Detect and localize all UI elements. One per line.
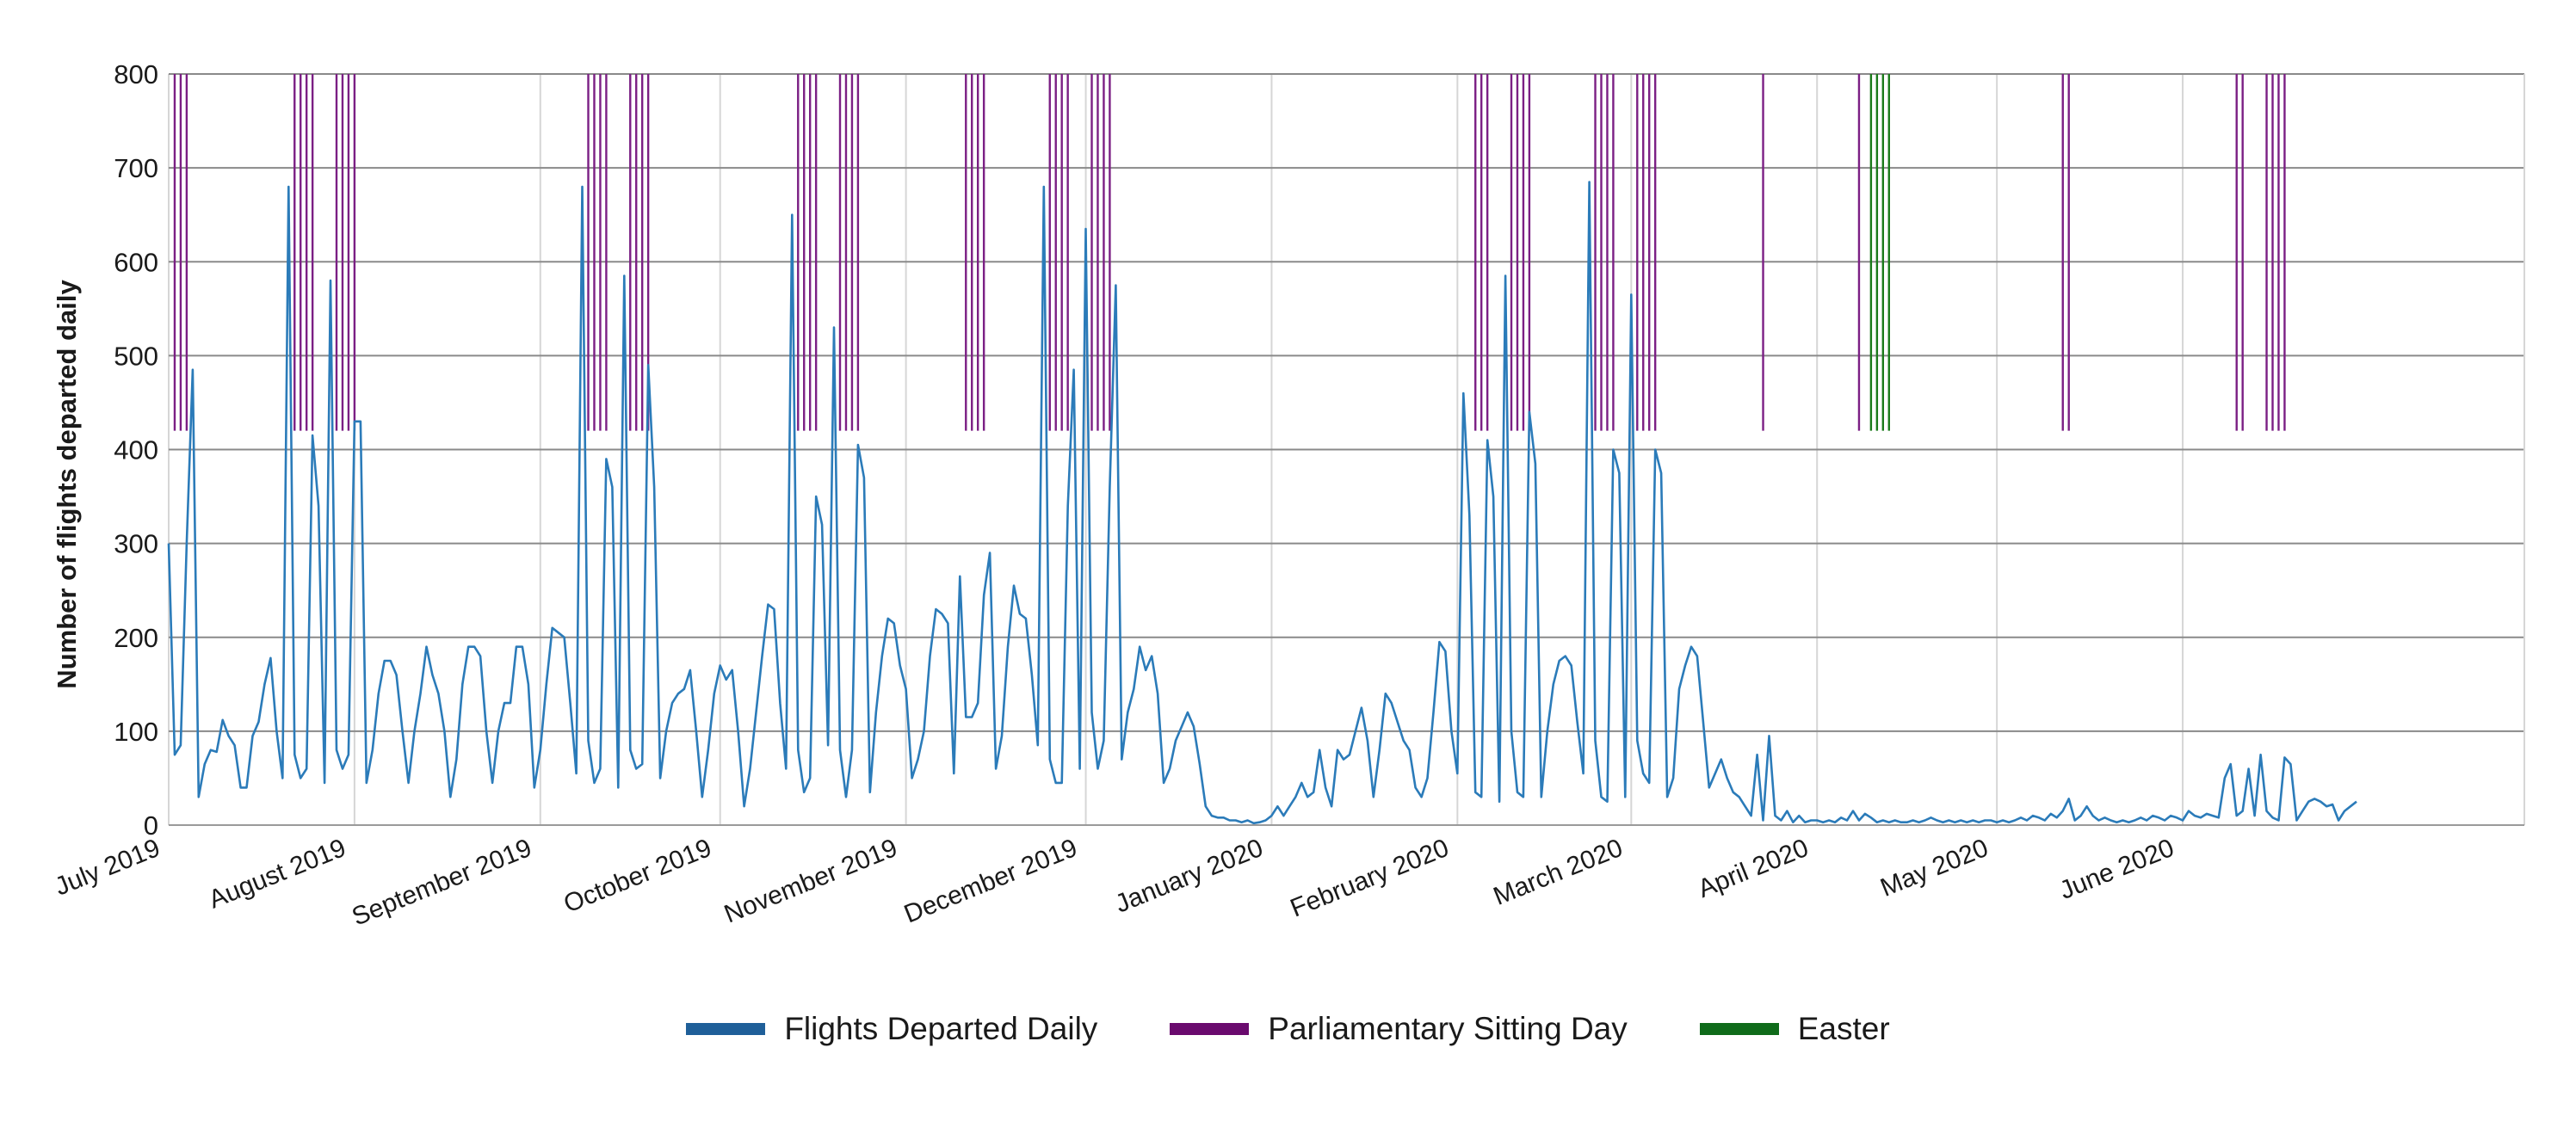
legend-item-easter: Easter (1699, 1011, 1890, 1047)
legend-item-parliament: Parliamentary Sitting Day (1170, 1011, 1628, 1047)
flights-points (168, 182, 2357, 823)
legend-item-flights: Flights Departed Daily (686, 1011, 1097, 1047)
x-tick-label: May 2020 (1876, 834, 1992, 903)
marker-lines-layer (173, 74, 2286, 431)
legend-label-flights: Flights Departed Daily (784, 1011, 1098, 1046)
x-tick-label: January 2020 (1111, 834, 1267, 919)
y-axis-label: Number of flights departed daily (52, 280, 82, 689)
vline-group-easter (1869, 74, 1890, 431)
x-tick-label: September 2019 (348, 834, 535, 932)
x-tick-label: August 2019 (205, 834, 350, 915)
legend-swatch-parliament (1170, 1023, 1250, 1035)
x-tick-label: October 2019 (559, 834, 715, 919)
legend-swatch-easter (1699, 1023, 1779, 1035)
y-tick-label: 0 (144, 810, 158, 841)
x-tick-label: April 2020 (1694, 834, 1813, 903)
y-tick-label: 600 (114, 247, 158, 277)
y-tick-label: 700 (114, 153, 158, 183)
legend: Flights Departed Daily Parliamentary Sit… (0, 1011, 2576, 1047)
legend-swatch-flights (686, 1023, 766, 1035)
y-tick-label: 200 (114, 623, 158, 653)
x-tick-label: November 2019 (720, 834, 901, 929)
x-tick-label: March 2020 (1490, 834, 1627, 911)
x-tick-label: December 2019 (900, 834, 1081, 929)
vline-group-parliament (173, 74, 2286, 431)
x-tick-label: June 2020 (2055, 834, 2178, 905)
legend-label-easter: Easter (1797, 1011, 1890, 1046)
x-tick-label: February 2020 (1287, 834, 1453, 923)
grid-layer (168, 73, 2524, 826)
series-layer (167, 181, 2357, 825)
flights-departed-line (167, 181, 2357, 825)
x-tick-label: July 2019 (51, 834, 164, 902)
y-tick-label: 500 (114, 341, 158, 371)
y-tick-label: 300 (114, 529, 158, 559)
y-tick-label: 100 (114, 717, 158, 747)
y-tick-label: 400 (114, 435, 158, 465)
legend-label-parliament: Parliamentary Sitting Day (1268, 1011, 1628, 1046)
y-tick-label: 800 (114, 59, 158, 89)
